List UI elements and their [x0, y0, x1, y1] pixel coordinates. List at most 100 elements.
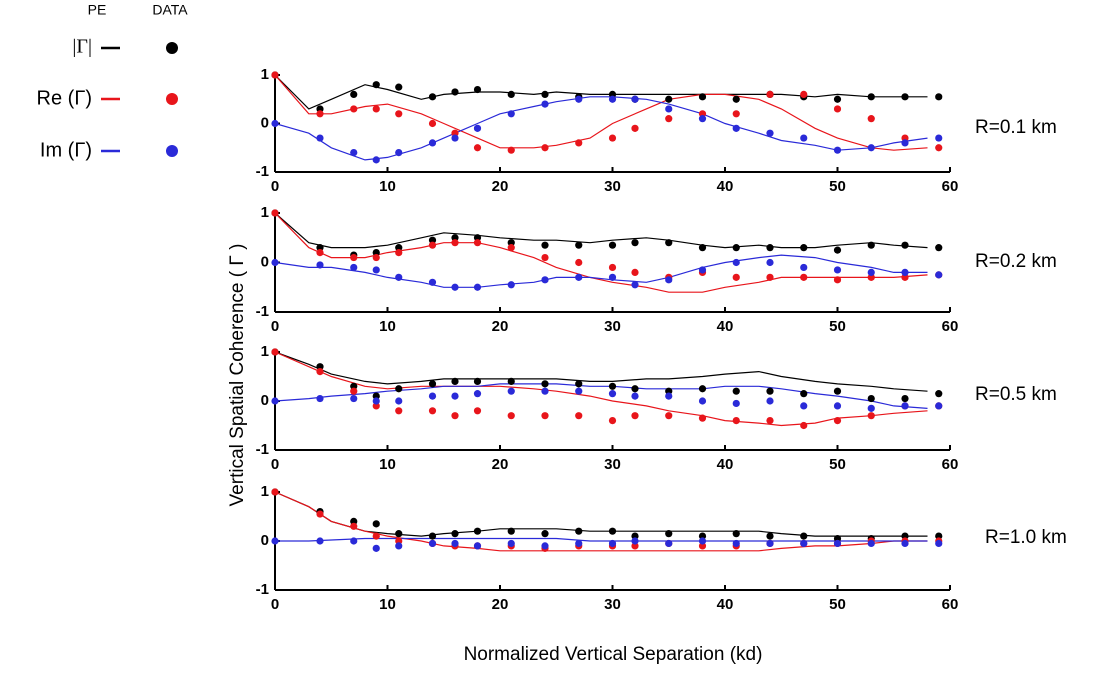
x-tick-label: 0 — [271, 318, 279, 335]
data-point — [473, 390, 482, 398]
data-point — [507, 110, 515, 118]
data-point — [395, 149, 403, 157]
data-point — [867, 144, 875, 152]
data-point — [732, 273, 740, 281]
data-point — [316, 537, 324, 545]
data-point — [395, 530, 403, 538]
data-point — [608, 539, 617, 548]
data-point — [766, 258, 774, 267]
pe-line — [274, 254, 928, 288]
data-point — [541, 412, 549, 420]
data-point — [541, 380, 549, 388]
data-point — [507, 387, 515, 395]
pe-line — [274, 491, 928, 537]
data-point — [732, 95, 740, 103]
data-point — [350, 387, 358, 395]
data-point — [631, 124, 639, 132]
data-point — [507, 281, 515, 289]
data-point — [372, 253, 380, 262]
data-point — [271, 258, 279, 267]
data-point — [766, 244, 774, 252]
x-tick-label: 0 — [271, 596, 279, 613]
data-point — [428, 532, 437, 540]
data-point — [800, 539, 808, 548]
data-point — [833, 539, 842, 548]
data-point — [395, 244, 403, 252]
pe-line — [274, 212, 928, 249]
data-point — [867, 268, 875, 276]
legend-label: Im (Γ) — [40, 139, 92, 161]
data-point — [541, 387, 549, 395]
data-point — [665, 105, 673, 113]
data-point — [935, 271, 943, 279]
x-tick-label: 40 — [717, 456, 734, 473]
panel-annotation: R=0.2 km — [975, 251, 1057, 272]
x-tick-label: 50 — [829, 596, 846, 613]
data-point — [766, 417, 774, 425]
data-point — [575, 95, 583, 103]
data-point — [732, 110, 740, 118]
data-point — [833, 266, 842, 274]
data-point — [473, 234, 482, 242]
data-point — [473, 377, 482, 385]
data-point — [833, 246, 842, 254]
data-point — [901, 93, 909, 101]
data-point — [665, 239, 673, 247]
legend-dot — [166, 42, 178, 54]
data-point — [316, 368, 324, 376]
data-point — [867, 241, 875, 249]
data-point — [575, 258, 583, 267]
data-point — [575, 527, 583, 535]
data-point — [935, 244, 943, 252]
data-point — [271, 71, 279, 79]
y-tick-label: -1 — [256, 581, 269, 598]
data-point — [350, 105, 358, 113]
x-tick-label: 20 — [492, 596, 509, 613]
x-tick-label: 30 — [604, 318, 621, 335]
data-point — [608, 134, 617, 142]
data-point — [800, 134, 808, 142]
pe-line — [274, 74, 928, 110]
data-point — [901, 273, 909, 281]
data-point — [473, 124, 482, 132]
data-point — [833, 387, 842, 395]
data-point — [271, 397, 279, 405]
data-point — [395, 83, 403, 91]
data-point — [395, 397, 403, 405]
data-point — [575, 241, 583, 249]
data-point — [428, 119, 437, 128]
data-point — [473, 85, 482, 94]
data-point — [766, 387, 774, 395]
data-point — [732, 244, 740, 252]
x-tick-label: 60 — [942, 318, 959, 335]
data-point — [507, 377, 515, 385]
y-tick-label: 1 — [261, 343, 269, 360]
data-point — [451, 530, 459, 538]
data-point — [541, 542, 549, 550]
data-point — [473, 527, 482, 535]
data-point — [833, 276, 842, 284]
pe-line — [274, 491, 928, 552]
y-tick-label: 1 — [261, 483, 269, 500]
data-point — [541, 100, 549, 108]
x-tick-label: 10 — [379, 178, 396, 195]
data-point — [833, 95, 842, 103]
x-tick-label: 0 — [271, 178, 279, 195]
legend-header: PE — [88, 2, 107, 18]
data-point — [271, 209, 279, 217]
data-point — [766, 539, 774, 548]
data-point — [350, 394, 358, 403]
data-point — [608, 382, 617, 390]
data-point — [935, 144, 943, 152]
data-point — [800, 244, 808, 252]
data-point — [473, 144, 482, 152]
data-point — [698, 385, 707, 393]
data-point — [451, 234, 459, 242]
x-tick-label: 10 — [379, 456, 396, 473]
data-point — [901, 268, 909, 276]
data-point — [867, 273, 875, 281]
data-point — [575, 539, 583, 548]
x-tick-label: 60 — [942, 456, 959, 473]
